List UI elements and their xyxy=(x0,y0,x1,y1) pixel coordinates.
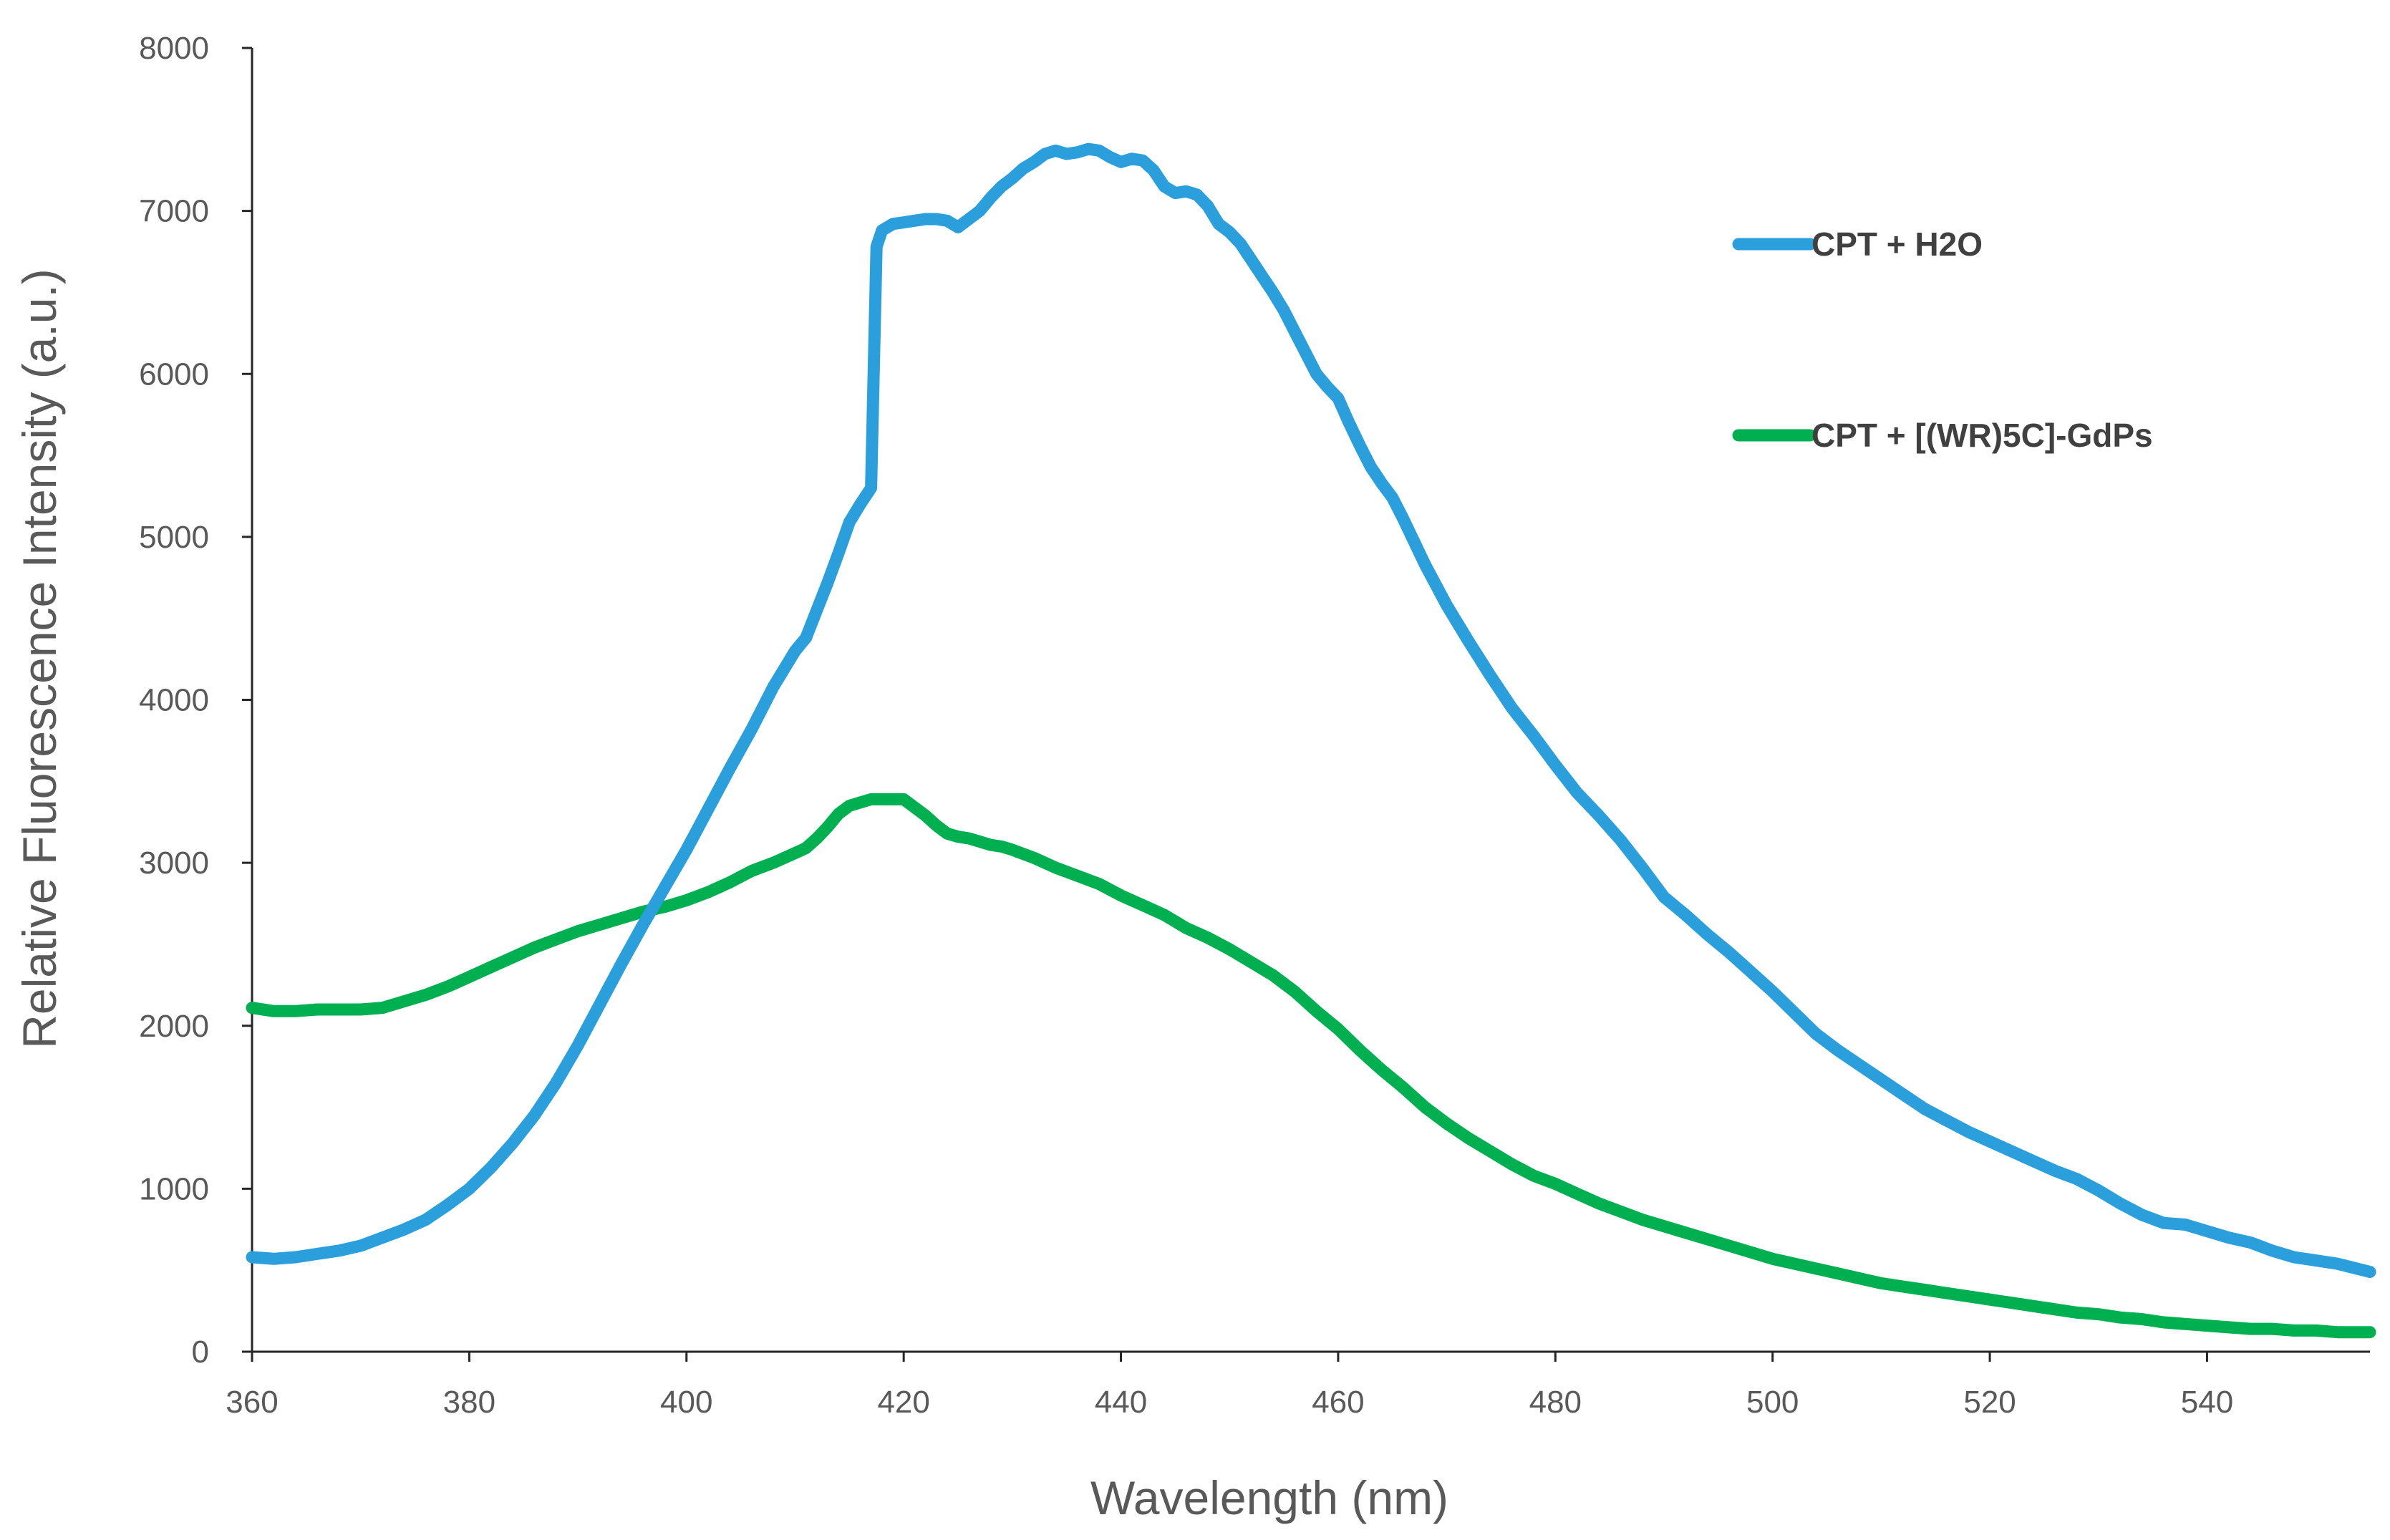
x-tick-label: 520 xyxy=(1963,1385,2016,1420)
legend-label-cpt-gdps: CPT + [(WR)5C]-GdPs xyxy=(1811,417,2153,454)
y-tick-label: 1000 xyxy=(139,1171,209,1206)
x-tick-label: 420 xyxy=(877,1385,929,1420)
y-axis-title: Relative Fluorescence Intensity (a.u.) xyxy=(13,268,66,1048)
y-tick-label: 6000 xyxy=(139,357,209,392)
y-tick-label: 3000 xyxy=(139,846,209,881)
y-tick-label: 2000 xyxy=(139,1009,209,1044)
x-tick-label: 400 xyxy=(660,1385,712,1420)
x-tick-label: 360 xyxy=(226,1385,278,1420)
y-tick-label: 8000 xyxy=(139,31,209,66)
series-group xyxy=(246,142,2376,1339)
series-line-cpt-gdps xyxy=(246,793,2376,1339)
x-tick-label: 440 xyxy=(1095,1385,1147,1420)
series-line-cpt-h2o xyxy=(246,142,2376,1278)
y-tick-label: 0 xyxy=(192,1335,209,1370)
legend-label-cpt-h2o: CPT + H2O xyxy=(1811,226,1983,263)
y-tick-label: 4000 xyxy=(139,683,209,718)
x-tick-label: 540 xyxy=(2181,1385,2233,1420)
y-tick-label: 5000 xyxy=(139,520,209,555)
x-tick-label: 500 xyxy=(1746,1385,1799,1420)
x-tick-label: 460 xyxy=(1312,1385,1364,1420)
legend: CPT + H2O CPT + [(WR)5C]-GdPs xyxy=(1732,226,2153,454)
y-tick-label: 7000 xyxy=(139,194,209,229)
x-axis-ticks: 360 380 400 420 440 460 480 500 520 540 xyxy=(226,1352,2233,1420)
x-tick-label: 380 xyxy=(443,1385,495,1420)
y-axis-ticks: 0 1000 2000 3000 4000 5000 6000 7000 8000 xyxy=(139,31,252,1370)
x-axis-title: Wavelength (nm) xyxy=(1090,1471,1448,1524)
x-tick-label: 480 xyxy=(1529,1385,1582,1420)
